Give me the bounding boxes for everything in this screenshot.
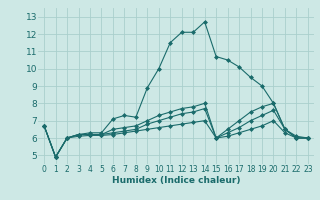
X-axis label: Humidex (Indice chaleur): Humidex (Indice chaleur) bbox=[112, 176, 240, 185]
